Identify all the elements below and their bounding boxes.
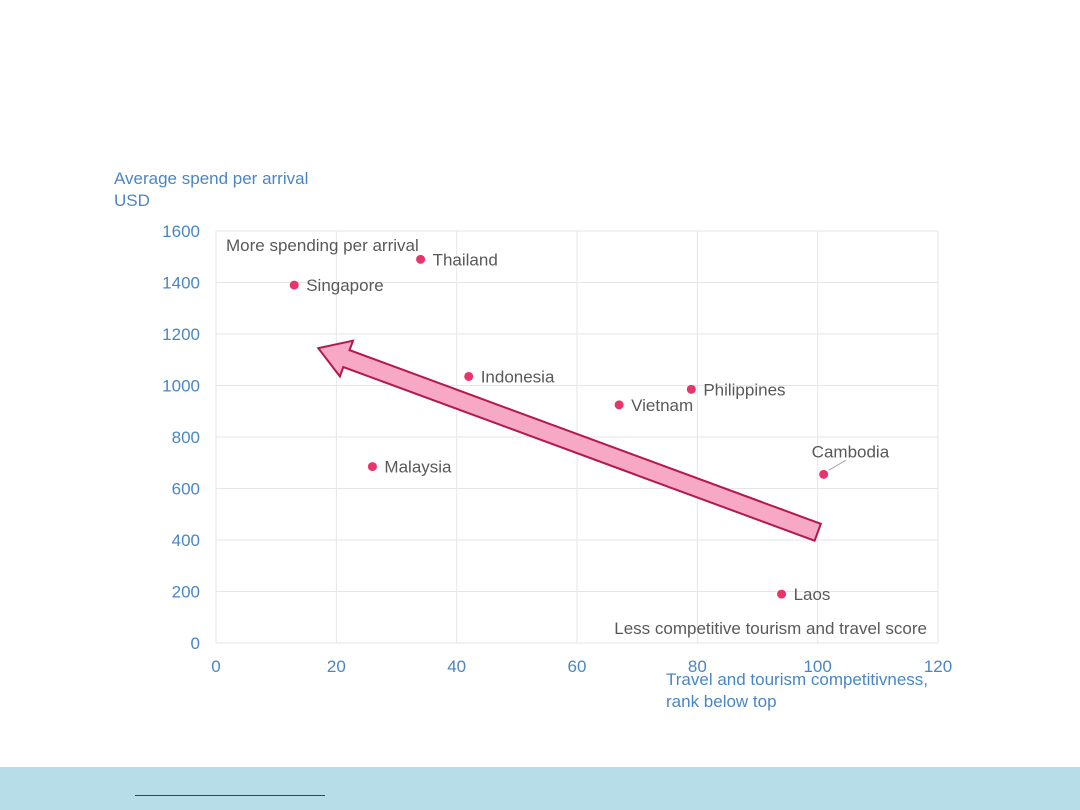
data-point-indonesia bbox=[464, 371, 474, 381]
y-tick-label: 1000 bbox=[162, 377, 200, 396]
data-point-singapore bbox=[289, 280, 299, 290]
point-label: Indonesia bbox=[481, 367, 555, 386]
point-label: Philippines bbox=[703, 380, 785, 399]
data-point-vietnam bbox=[614, 400, 624, 410]
data-point-cambodia bbox=[819, 469, 829, 479]
y-tick-label: 0 bbox=[191, 634, 200, 653]
x-axis-label-line-2: rank below top bbox=[666, 692, 777, 711]
point-label: Cambodia bbox=[812, 442, 890, 461]
footer-bar bbox=[0, 767, 1080, 810]
y-tick-label: 1200 bbox=[162, 325, 200, 344]
x-tick-label: 60 bbox=[568, 657, 587, 676]
point-label: Vietnam bbox=[631, 396, 693, 415]
y-tick-label: 1400 bbox=[162, 274, 200, 293]
point-label: Thailand bbox=[433, 250, 498, 269]
x-tick-label: 40 bbox=[447, 657, 466, 676]
data-point-philippines bbox=[686, 384, 696, 394]
point-label: Singapore bbox=[306, 276, 384, 295]
point-label: Laos bbox=[794, 585, 831, 604]
y-tick-label: 1600 bbox=[162, 222, 200, 241]
x-tick-label: 80 bbox=[688, 657, 707, 676]
tick-labels: 0 200 400 600 800 1000 1200 1400 1600 0 20 40 60 80 10… bbox=[162, 222, 952, 676]
y-tick-label: 600 bbox=[172, 480, 200, 499]
x-tick-label: 20 bbox=[327, 657, 346, 676]
y-axis-label-line-2: USD bbox=[114, 191, 150, 210]
footer-link[interactable] bbox=[135, 795, 325, 796]
x-tick-label: 100 bbox=[803, 657, 831, 676]
annotation-less-competitive: Less competitive tourism and travel scor… bbox=[614, 619, 927, 638]
data-point-malaysia bbox=[367, 462, 377, 472]
data-points: Singapore Thailand Indonesia Malaysia Vietna… bbox=[289, 250, 890, 604]
x-tick-label: 120 bbox=[924, 657, 952, 676]
data-point-laos bbox=[777, 589, 787, 599]
y-tick-label: 200 bbox=[172, 583, 200, 602]
y-tick-label: 400 bbox=[172, 531, 200, 550]
leader-line bbox=[828, 459, 846, 471]
trend-arrow-shape bbox=[316, 339, 823, 542]
x-axis-label-line-1: Travel and tourism competitivness, bbox=[666, 670, 929, 689]
x-tick-label: 0 bbox=[211, 657, 220, 676]
data-point-thailand bbox=[416, 254, 426, 264]
y-tick-label: 800 bbox=[172, 428, 200, 447]
y-axis-label-line-1: Average spend per arrival bbox=[114, 169, 309, 188]
trend-arrow bbox=[316, 339, 823, 542]
point-label: Malaysia bbox=[384, 458, 452, 477]
annotation-more-spending: More spending per arrival bbox=[226, 236, 419, 255]
